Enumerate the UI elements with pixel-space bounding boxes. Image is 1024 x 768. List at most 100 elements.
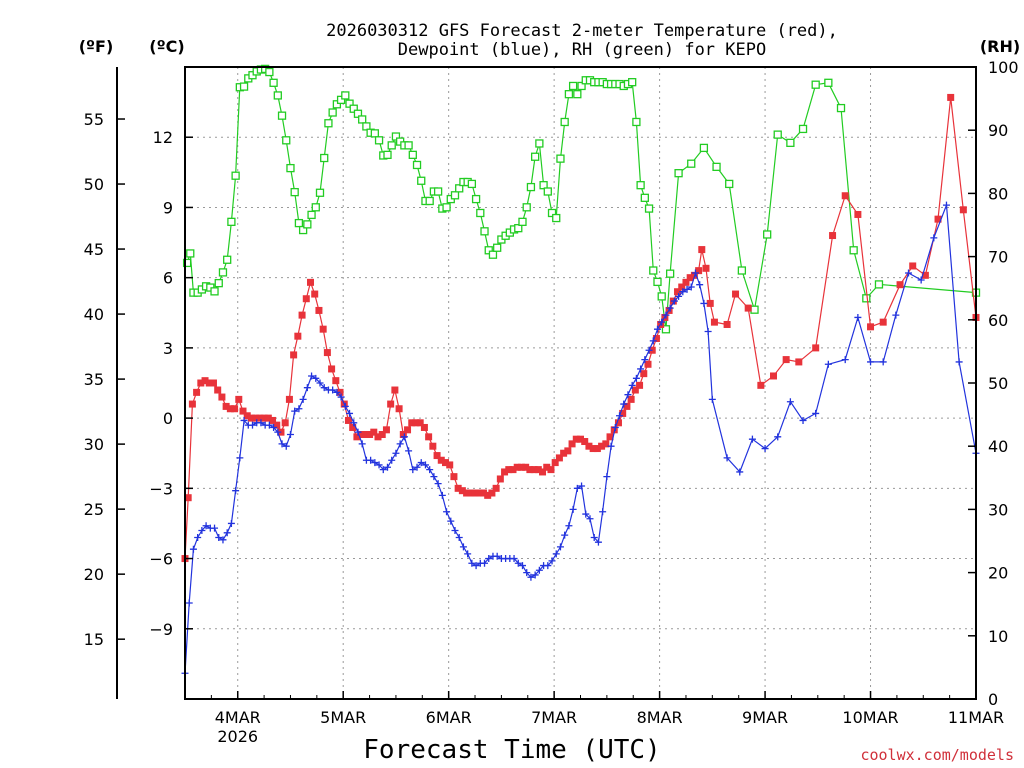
temperature-point (757, 381, 765, 389)
dewpoint-point (786, 398, 794, 406)
temperature-point (416, 419, 424, 427)
rh-point (526, 182, 536, 192)
temperature-point (619, 409, 627, 417)
dewpoint-point (736, 468, 744, 476)
celsius-tick-label: 3 (163, 339, 173, 358)
rh-point (345, 99, 354, 108)
rh-unit-label: (RH) (980, 37, 1020, 56)
temperature-point (226, 405, 234, 413)
celsius-unit-label: (ºC) (149, 37, 184, 56)
dewpoint-point (527, 573, 535, 581)
rh-point (223, 255, 232, 264)
temperature-point (631, 386, 639, 394)
gridlines (185, 67, 976, 699)
temperature-point (239, 407, 247, 415)
dewpoint-point (295, 405, 303, 413)
series-layer (181, 64, 981, 677)
temperature-point (488, 489, 496, 497)
dewpoint-point (645, 346, 653, 354)
rh-point (298, 225, 308, 235)
fahrenheit-tick-label: 35 (84, 370, 104, 389)
dewpoint-point (388, 456, 396, 464)
dewpoint-point (774, 433, 782, 441)
rh-tick-label: 20 (988, 564, 1008, 583)
dewpoint-point (799, 416, 807, 424)
dewpoint-point (675, 292, 683, 300)
dewpoint-point (341, 402, 349, 410)
temperature-point (921, 271, 929, 279)
rh-point (573, 90, 582, 99)
temperature-point (294, 332, 302, 340)
temperature-point (243, 412, 251, 420)
temperature-point (281, 419, 289, 427)
dewpoint-point (556, 543, 564, 551)
dewpoint-point (383, 463, 391, 471)
temperature-point (323, 349, 331, 357)
temperature-point (391, 386, 399, 394)
temperature-point (353, 433, 361, 441)
temperature-point (534, 466, 542, 474)
x-tick-label: 4MAR (215, 708, 261, 727)
dewpoint-point (232, 487, 240, 495)
temperature-point (399, 430, 407, 438)
temperature-point (841, 192, 849, 200)
dewpoint-point (748, 435, 756, 443)
rh-point (564, 90, 574, 99)
temperature-point (496, 475, 504, 483)
rh-point (387, 141, 396, 150)
dewpoint-point (472, 562, 480, 570)
x-tick-label: 11MAR (948, 708, 1004, 727)
dewpoint-point (257, 419, 265, 427)
rh-point (455, 184, 464, 193)
rh-point (560, 117, 569, 127)
dewpoint-point (552, 550, 560, 558)
dewpoint-point (523, 569, 531, 577)
dewpoint-point (270, 423, 278, 431)
rh-point (522, 203, 531, 212)
rh-tick-label: 60 (988, 311, 1008, 330)
temperature-point (505, 466, 513, 474)
dewpoint-point (219, 536, 227, 544)
temperature-point (475, 489, 483, 497)
temperature-point (614, 419, 622, 427)
rh-point (674, 169, 683, 178)
dewpoint-point (459, 543, 467, 551)
dewpoint-point (586, 515, 594, 523)
temperature-point (547, 466, 555, 474)
dewpoint-point (582, 510, 590, 518)
rh-point (552, 213, 561, 223)
temperature-point (568, 440, 576, 448)
rh-point (182, 258, 192, 268)
rh-point (518, 217, 527, 226)
rh-point (556, 154, 565, 163)
dewpoint-point (443, 508, 451, 516)
temperature-point (361, 430, 369, 438)
dewpoint-point (493, 552, 501, 560)
rh-tick-label: 10 (988, 627, 1008, 646)
rh-point (539, 181, 548, 190)
dewpoint-point (704, 328, 712, 336)
dewpoint-point (468, 559, 476, 567)
rh-point (811, 80, 820, 89)
rh-point (349, 104, 358, 113)
rh-point (239, 82, 249, 91)
rh-point (763, 230, 772, 239)
rh-point (649, 266, 658, 275)
rh-point (640, 193, 649, 202)
dewpoint-point (405, 447, 413, 455)
rh-point (412, 160, 422, 170)
rh-point (282, 136, 291, 145)
temperature-point (526, 466, 534, 474)
dewpoint-point (658, 318, 666, 326)
x-tick-label: 9MAR (742, 708, 788, 727)
rh-point (874, 280, 884, 289)
rh-point (636, 181, 645, 190)
dewpoint-point (691, 269, 699, 277)
dewpoint-point (455, 533, 463, 541)
dewpoint-point (578, 482, 586, 490)
rh-tick-label: 100 (988, 58, 1019, 77)
temperature-point (184, 494, 192, 502)
temperature-point (231, 405, 239, 413)
dewpoint-point (879, 358, 887, 366)
